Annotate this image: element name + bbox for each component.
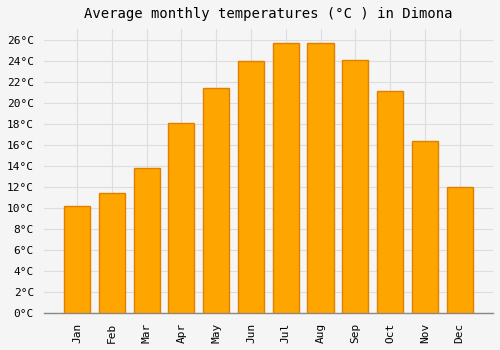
Bar bbox=[446, 187, 472, 313]
Bar bbox=[238, 61, 264, 313]
Bar bbox=[203, 88, 229, 313]
Bar bbox=[134, 168, 160, 313]
Title: Average monthly temperatures (°C ) in Dimona: Average monthly temperatures (°C ) in Di… bbox=[84, 7, 452, 21]
Bar bbox=[99, 193, 125, 313]
Bar bbox=[272, 43, 299, 313]
Bar bbox=[342, 60, 368, 313]
Bar bbox=[64, 206, 90, 313]
Bar bbox=[377, 91, 403, 313]
Bar bbox=[168, 123, 194, 313]
Bar bbox=[412, 141, 438, 313]
Bar bbox=[308, 43, 334, 313]
